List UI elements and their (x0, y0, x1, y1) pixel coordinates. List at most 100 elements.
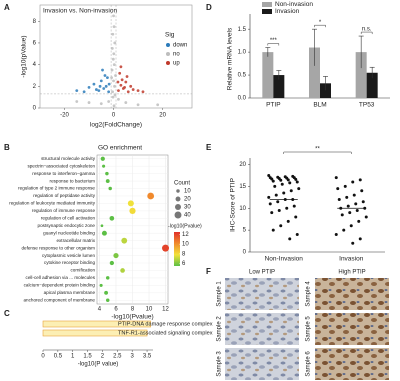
point (106, 76, 109, 80)
point (345, 195, 349, 199)
point (102, 87, 106, 90)
colorbar-label: 8 (182, 251, 186, 257)
point (351, 180, 355, 184)
point (112, 52, 116, 56)
panel-letter: C (4, 309, 10, 318)
point (112, 104, 116, 108)
y-axis-label: IHC-Score of PTIP (230, 178, 237, 232)
legend-label: no (173, 52, 180, 58)
point (286, 219, 290, 223)
point (360, 189, 364, 193)
size-legend-marker (176, 189, 180, 193)
point (111, 32, 115, 36)
point (276, 200, 280, 204)
category-label: response to interferon−gamma (32, 171, 95, 176)
point (124, 101, 128, 104)
point (99, 102, 103, 106)
point (354, 202, 358, 206)
column-label: High PTIP (338, 270, 365, 276)
legend-title: Sig (165, 32, 175, 39)
point (294, 177, 298, 181)
point (277, 208, 281, 212)
point (267, 173, 271, 177)
bar (355, 52, 367, 98)
point (349, 224, 353, 228)
point (271, 179, 275, 183)
category-label: TNF-R1-associated signaling complex (118, 330, 213, 336)
y-tick-label: 0 (33, 106, 37, 112)
point (117, 89, 120, 93)
point (125, 75, 129, 78)
x-tick-label: 3 (131, 354, 135, 360)
x-tick-label: 3.5 (143, 354, 152, 360)
y-tick-label: 0 (243, 250, 247, 256)
micrograph (225, 278, 299, 310)
significance-bracket (283, 151, 352, 154)
sample-label: Sample 6 (306, 351, 312, 377)
point (87, 101, 91, 104)
dot (105, 171, 109, 176)
category-label: calcium−dependent protein binding (24, 283, 96, 288)
point (116, 80, 120, 84)
point (110, 46, 114, 50)
point (334, 233, 338, 237)
point (117, 97, 120, 101)
dot (147, 192, 155, 200)
colorbar-label: 12 (182, 232, 189, 238)
point (107, 90, 111, 94)
dot (162, 244, 170, 252)
x-axis-label: log2(FoldChange) (90, 122, 142, 129)
point (156, 103, 160, 107)
category-label: defense response to other organism (21, 245, 95, 250)
category-label: response to bacterium (50, 178, 96, 183)
x-tick-label: Non-Invasion (265, 256, 304, 263)
point (282, 191, 286, 195)
bar (309, 47, 320, 98)
sample-label: Sample 5 (306, 316, 312, 342)
point (358, 237, 362, 241)
point (273, 184, 277, 188)
x-tick-label: 1 (71, 354, 75, 360)
point (270, 177, 274, 181)
dot (113, 252, 119, 259)
point (342, 228, 346, 232)
point (340, 213, 344, 217)
x-axis-label: -log10(Pvalue) (111, 314, 153, 321)
legend-marker (166, 52, 170, 56)
bar (42, 320, 151, 328)
point (113, 41, 117, 45)
point (337, 198, 341, 202)
bar (273, 75, 285, 98)
legend-marker (166, 43, 170, 47)
point (288, 181, 292, 185)
y-tick-label: 20 (239, 162, 246, 168)
dot (102, 164, 106, 168)
x-tick-label: Invasion (339, 256, 364, 263)
point (361, 200, 365, 204)
point (101, 68, 104, 72)
point (124, 80, 128, 84)
sample-label: Sample 1 (217, 281, 223, 307)
x-tick-label: BLM (313, 102, 326, 109)
significance-label: * (319, 20, 322, 26)
point (268, 202, 272, 206)
micrograph (315, 313, 389, 345)
significance-bracket (314, 24, 326, 28)
point (355, 208, 359, 212)
point (104, 84, 108, 88)
panel-letter: D (206, 3, 212, 12)
size-legend-label: 40 (184, 213, 191, 219)
significance-label: ** (315, 147, 320, 153)
point (274, 193, 278, 197)
x-tick-label: 2.5 (113, 354, 122, 360)
dot (129, 207, 136, 214)
size-legend-label: 20 (184, 197, 191, 203)
colorbar-label: 10 (182, 242, 189, 248)
size-legend-label: 10 (184, 189, 191, 195)
dot (105, 298, 110, 303)
point (110, 68, 114, 72)
point (289, 189, 293, 193)
point (75, 100, 79, 103)
point (112, 79, 115, 83)
